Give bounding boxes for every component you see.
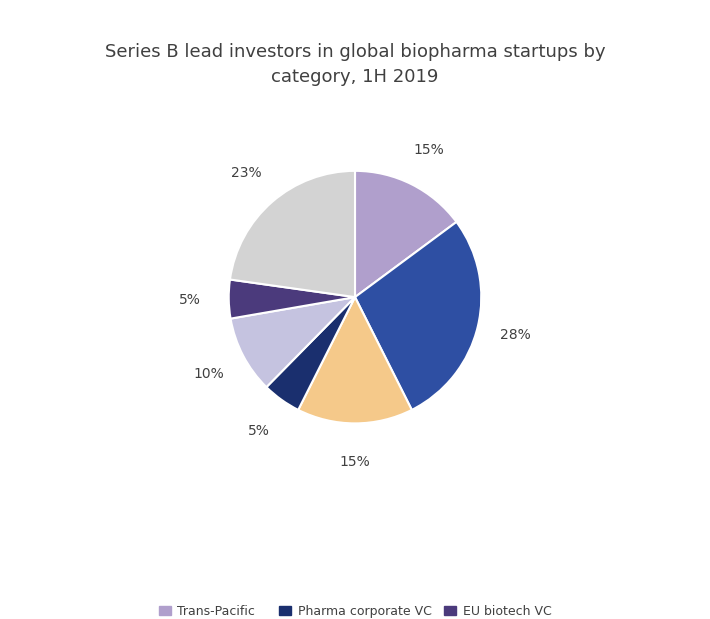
Text: 10%: 10%: [193, 366, 224, 381]
Wedge shape: [355, 222, 481, 410]
Wedge shape: [229, 280, 355, 319]
Legend: Trans-Pacific, US biotech VC, Crossover, Pharma corporate VC, US generalist VC, : Trans-Pacific, US biotech VC, Crossover,…: [153, 600, 557, 619]
Wedge shape: [230, 171, 355, 297]
Wedge shape: [355, 171, 457, 297]
Text: 15%: 15%: [414, 143, 444, 157]
Text: Series B lead investors in global biopharma startups by
category, 1H 2019: Series B lead investors in global biopha…: [104, 43, 606, 86]
Wedge shape: [231, 297, 355, 387]
Text: 5%: 5%: [179, 293, 201, 306]
Wedge shape: [298, 297, 412, 423]
Wedge shape: [266, 297, 355, 410]
Text: 15%: 15%: [339, 455, 371, 469]
Text: 28%: 28%: [500, 328, 531, 342]
Text: 23%: 23%: [231, 165, 262, 180]
Text: 5%: 5%: [248, 424, 270, 438]
